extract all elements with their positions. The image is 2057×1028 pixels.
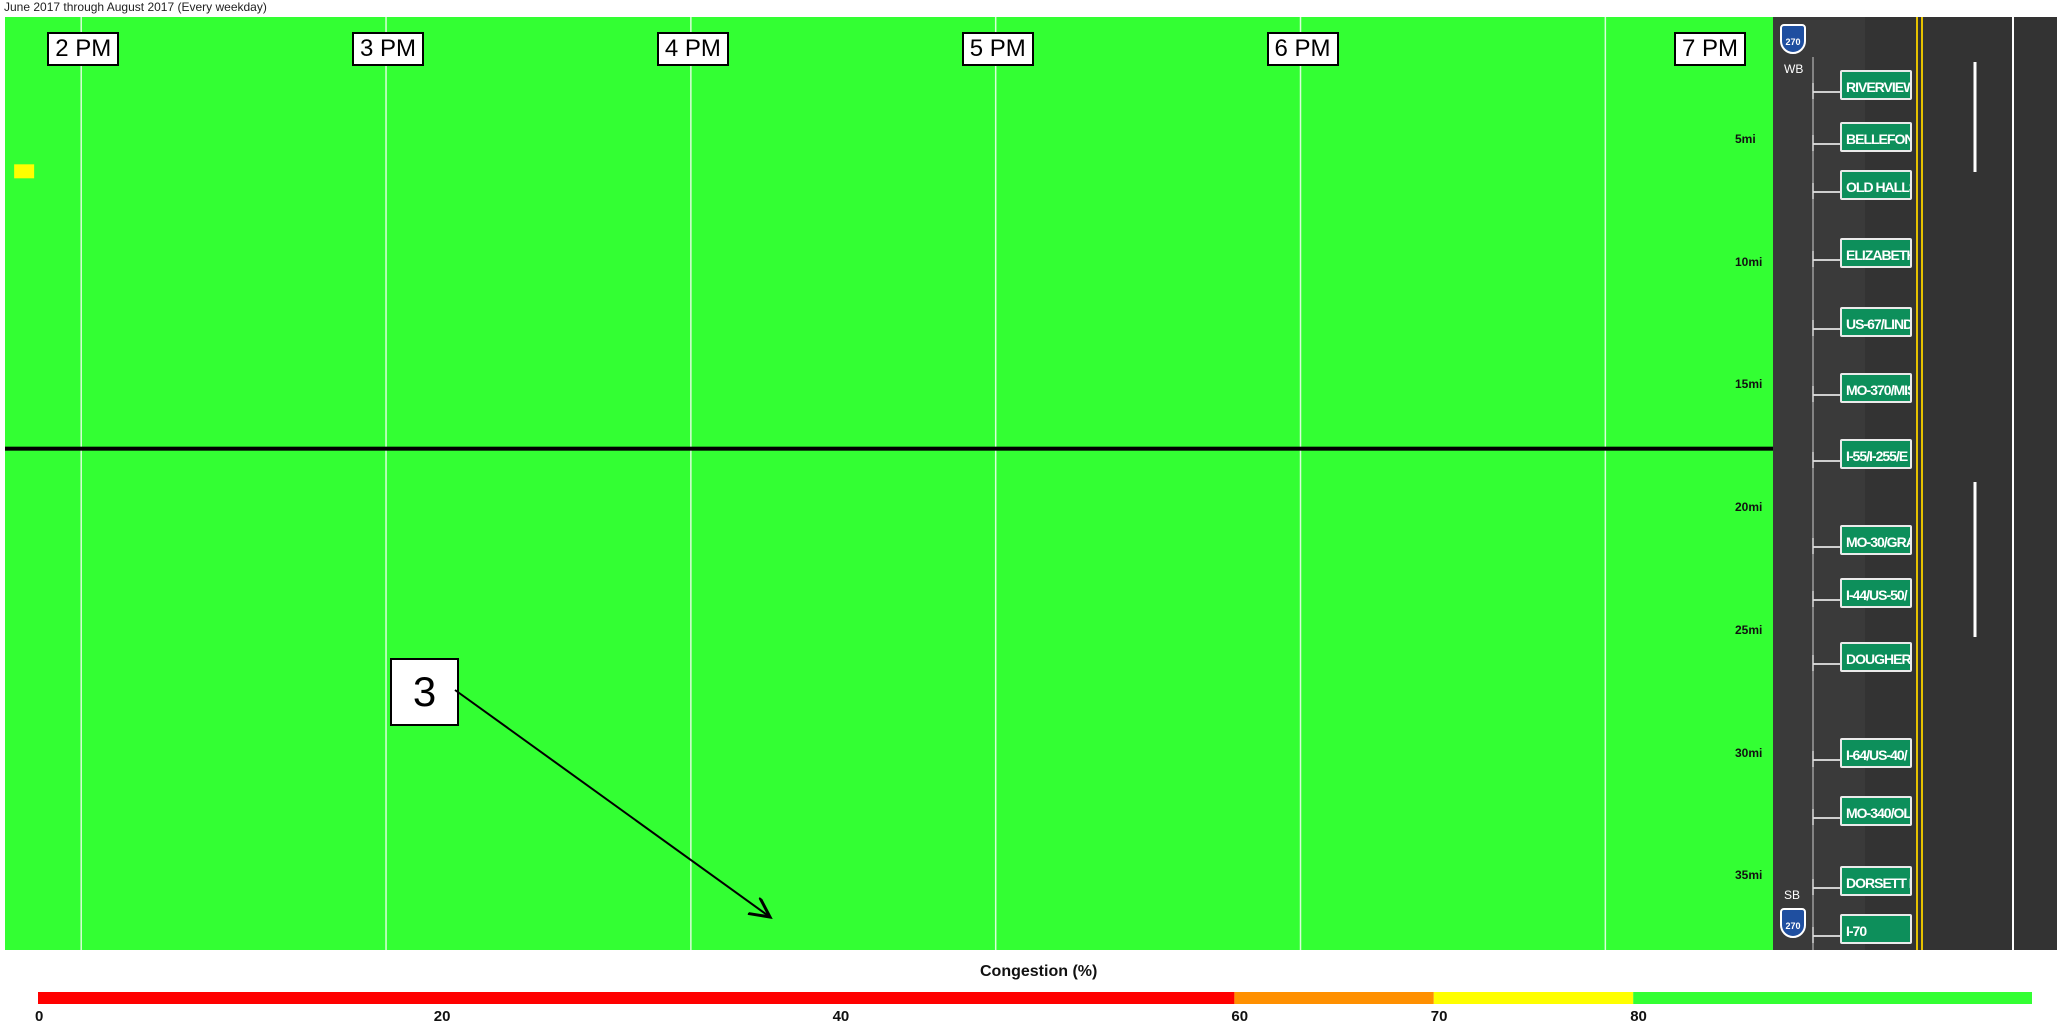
- exit-connector: [1812, 386, 1840, 402]
- legend-tick-label: 20: [433, 1008, 451, 1025]
- exit-connector: [1812, 655, 1840, 671]
- exit-sign: I-70: [1840, 914, 1912, 944]
- legend-tick-label: 80: [1630, 1008, 1647, 1025]
- interstate-shield-icon-top: 270: [1780, 24, 1806, 54]
- legend-segment: [38, 992, 1235, 1004]
- legend-tick-label: 40: [832, 1008, 850, 1025]
- exit-connector: [1812, 927, 1840, 943]
- time-label: 4 PM: [656, 32, 729, 66]
- legend-color-bar: [38, 992, 2032, 1004]
- exit-sign: US-67/LINDI: [1840, 307, 1912, 337]
- time-label: 6 PM: [1266, 32, 1339, 66]
- mile-label: 5mi: [1735, 131, 1756, 146]
- time-label: 7 PM: [1674, 32, 1747, 66]
- time-label: 3 PM: [352, 32, 425, 66]
- time-label: 2 PM: [47, 32, 120, 66]
- time-label: 5 PM: [961, 32, 1034, 66]
- exit-connector: [1812, 809, 1840, 825]
- exit-connector: [1812, 83, 1840, 99]
- legend-tick-label: 70: [1430, 1008, 1448, 1025]
- mile-label: 30mi: [1735, 745, 1763, 760]
- annotation-callout: 3: [390, 658, 459, 726]
- legend-segment: [1234, 992, 1434, 1004]
- exit-sign: MO-370/MIS: [1840, 373, 1912, 403]
- exit-sign: MO-30/GRAV: [1840, 525, 1912, 555]
- direction-label-top: WB: [1784, 62, 1804, 76]
- exit-sign: ELIZABETH/I: [1840, 238, 1912, 268]
- exit-sign: DORSETT RD/: [1840, 866, 1912, 896]
- direction-label-bottom: SB: [1784, 888, 1801, 902]
- legend-segment: [1433, 992, 1634, 1004]
- exit-sign: I-55/I-255/E: [1840, 439, 1912, 469]
- exit-connector: [1812, 879, 1840, 895]
- interstate-shield-icon-bottom: 270: [1780, 908, 1806, 938]
- mile-label: 35mi: [1735, 868, 1763, 883]
- exit-connector: [1812, 251, 1840, 267]
- route-boundary-line: [5, 446, 1773, 451]
- mile-label: 25mi: [1735, 622, 1763, 637]
- exit-connector: [1812, 320, 1840, 336]
- mile-label: 20mi: [1735, 500, 1763, 515]
- exit-sign: RIVERVIEW D: [1840, 70, 1912, 100]
- exit-sign: OLD HALLS F: [1840, 170, 1912, 200]
- exit-sign: BELLEFONTA: [1840, 122, 1912, 152]
- exit-sign: I-64/US-40/: [1840, 738, 1912, 768]
- legend-title: Congestion (%): [980, 963, 1098, 980]
- legend-segment: [1633, 992, 2032, 1004]
- exit-connector: [1812, 183, 1840, 199]
- mile-label: 15mi: [1735, 377, 1763, 392]
- exit-connector: [1812, 452, 1840, 468]
- exit-sign: MO-340/OLI: [1840, 796, 1912, 826]
- heatmap-background: [5, 17, 1773, 950]
- legend-tick-label: 60: [1231, 1008, 1249, 1025]
- exit-sign: DOUGHERTY: [1840, 642, 1912, 672]
- congestion-heatmap: [5, 17, 1773, 950]
- date-range-label: June 2017 through August 2017 (Every wee…: [4, 0, 267, 14]
- congestion-cell-moderate: [14, 164, 35, 179]
- exit-connector: [1812, 751, 1840, 767]
- exit-connector: [1812, 591, 1840, 607]
- legend-tick-label: 0: [35, 1008, 44, 1025]
- exit-connector: [1812, 538, 1840, 554]
- exit-sign: I-44/US-50/: [1840, 578, 1912, 608]
- exit-connectors: [1812, 57, 1840, 950]
- exit-connector: [1812, 135, 1840, 151]
- mile-label: 10mi: [1735, 254, 1763, 269]
